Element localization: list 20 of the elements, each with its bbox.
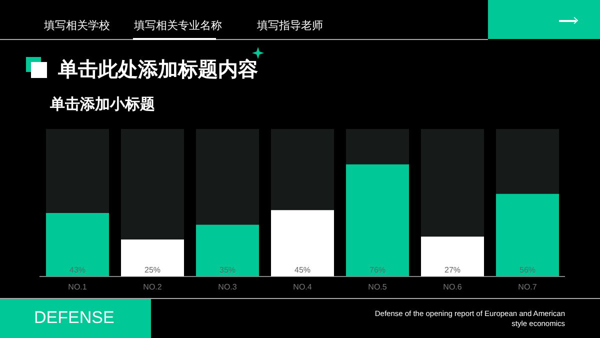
text: 填写指导老师 <box>257 18 323 33</box>
chart-subtitle: 单击添加小标题 <box>50 95 155 114</box>
x-tick-label: NO.4 <box>293 282 312 292</box>
text: DEFENSE <box>34 308 114 328</box>
data-label: 45% <box>294 266 311 275</box>
data-label: 56% <box>519 266 536 275</box>
data-label: 27% <box>444 266 461 275</box>
x-tick-label: NO.1 <box>68 282 88 292</box>
data-label: 35% <box>219 266 236 275</box>
data-label: 25% <box>144 266 161 275</box>
data-label: 76% <box>369 266 386 275</box>
text: 填写相关学校 <box>44 18 110 33</box>
x-tick-label: NO.6 <box>443 282 462 292</box>
x-tick-label: NO.3 <box>218 282 238 292</box>
x-tick-label: NO.7 <box>518 282 538 292</box>
x-tick-label: NO.2 <box>143 282 162 292</box>
x-tick-label: NO.5 <box>368 282 388 292</box>
chart-title: 单击此处添加标题内容 <box>58 56 258 83</box>
text: 填写相关专业名称 <box>134 18 222 33</box>
data-label: 43% <box>69 266 86 275</box>
